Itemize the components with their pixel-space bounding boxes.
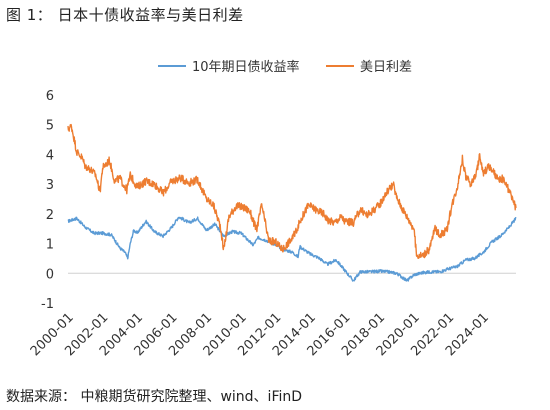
legend-label-1: 美日利差 xyxy=(360,60,412,75)
y-tick-label: 4 xyxy=(46,148,54,163)
y-tick-label: 0 xyxy=(46,267,54,282)
x-axis: 2000-012002-012004-012006-012008-012010-… xyxy=(28,272,516,359)
figure-source: 数据来源： 中粮期货研究院整理、wind、iFinD xyxy=(6,389,303,405)
y-tick-label: 1 xyxy=(46,238,54,253)
legend-label-0: 10年期日债收益率 xyxy=(192,59,300,75)
y-axis: -1 0 1 2 3 4 5 6 xyxy=(41,89,54,312)
figure-title: 图 1： 日本十债收益率与美日利差 xyxy=(6,6,244,24)
y-tick-label: 3 xyxy=(46,178,54,193)
line-chart: 10年期日债收益率 美日利差 -1 0 1 2 3 4 5 6 2000-012002-0120… xyxy=(28,59,517,359)
y-tick-label: 6 xyxy=(46,89,54,104)
y-tick-label: 2 xyxy=(46,208,54,223)
chart-legend: 10年期日债收益率 美日利差 xyxy=(158,59,412,75)
series-line-1 xyxy=(67,123,517,259)
series-layer xyxy=(67,123,517,282)
y-tick-label: 5 xyxy=(46,119,54,134)
series-line-0 xyxy=(67,216,517,282)
y-tick-label: -1 xyxy=(41,297,54,312)
